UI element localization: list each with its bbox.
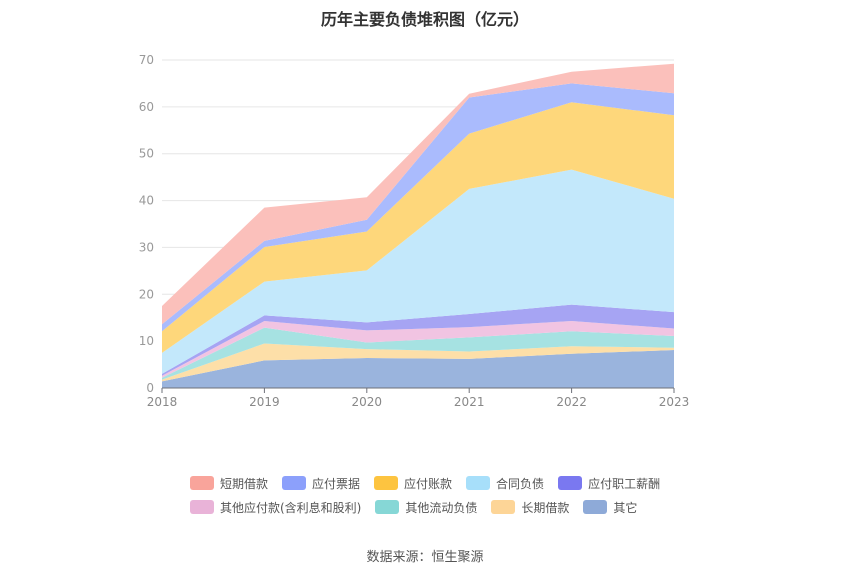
legend-swatch	[190, 476, 214, 490]
legend-row: 其他应付款(含利息和股利) 其他流动负债 长期借款 其它	[190, 496, 710, 518]
legend-item[interactable]: 应付职工薪酬	[558, 475, 660, 492]
area-其它	[162, 350, 674, 388]
legend-item[interactable]: 应付账款	[374, 475, 452, 492]
legend-swatch	[190, 500, 214, 514]
legend-label: 应付票据	[312, 476, 361, 491]
legend-label: 其他应付款(含利息和股利)	[220, 500, 362, 515]
x-tick-label: 2020	[352, 395, 383, 409]
legend-item[interactable]: 短期借款	[190, 475, 268, 492]
y-tick-label: 50	[139, 147, 154, 161]
y-tick-label: 10	[139, 334, 154, 348]
legend-swatch	[375, 500, 400, 514]
legend: 短期借款 应付票据 应付账款 合同负债 应付职工薪酬 其他应付款(含利息和股利) 其他流动…	[190, 472, 710, 520]
legend-label: 应付账款	[404, 476, 453, 491]
data-source-note: 数据来源：恒生聚源	[366, 550, 484, 565]
legend-label: 应付职工薪酬	[588, 476, 661, 491]
y-tick-label: 70	[139, 53, 154, 67]
legend-swatch	[466, 476, 491, 490]
y-tick-label: 60	[139, 100, 154, 114]
x-tick-label: 2021	[454, 395, 485, 409]
legend-item[interactable]: 其它	[583, 499, 637, 516]
area-合同负债	[162, 169, 674, 374]
x-tick-label: 2019	[249, 395, 280, 409]
area-应付票据	[162, 83, 674, 332]
x-tick-label: 2022	[556, 395, 587, 409]
y-tick-label: 30	[139, 240, 154, 254]
area-其他应付款(含利息和股利)	[162, 321, 674, 378]
legend-swatch	[558, 476, 583, 490]
legend-item[interactable]: 长期借款	[491, 499, 569, 516]
area-应付账款	[162, 102, 674, 353]
legend-swatch	[282, 476, 307, 490]
legend-label: 其它	[613, 500, 638, 515]
x-tick-label: 2023	[659, 395, 690, 409]
area-长期借款	[162, 343, 674, 382]
legend-item[interactable]: 其他应付款(含利息和股利)	[190, 499, 361, 516]
y-tick-label: 0	[146, 381, 154, 395]
legend-item[interactable]: 合同负债	[466, 475, 544, 492]
legend-label: 合同负债	[496, 476, 545, 491]
y-tick-label: 20	[139, 287, 154, 301]
y-tick-label: 40	[139, 194, 154, 208]
legend-swatch	[374, 476, 399, 490]
legend-item[interactable]: 应付票据	[282, 475, 360, 492]
legend-swatch	[491, 500, 516, 514]
stacked-area-chart: 0 10 20 30 40 50 60 70 2018 2019 2020 2021 2022 2023	[139, 53, 690, 409]
area-其他流动负债	[162, 327, 674, 380]
legend-item[interactable]: 其他流动负债	[375, 499, 477, 516]
legend-row: 短期借款 应付票据 应付账款 合同负债 应付职工薪酬	[190, 472, 710, 494]
legend-label: 短期借款	[220, 476, 269, 491]
legend-label: 其他流动负债	[405, 500, 478, 515]
axes: 0 10 20 30 40 50 60 70 2018 2019 2020 2021 2022 2023	[139, 53, 690, 409]
x-tick-label: 2018	[147, 395, 178, 409]
legend-swatch	[583, 500, 608, 514]
area-应付职工薪酬	[162, 304, 674, 376]
legend-label: 长期借款	[521, 500, 570, 515]
area-series	[162, 63, 674, 388]
chart-title: 历年主要负债堆积图（亿元）	[320, 10, 529, 29]
